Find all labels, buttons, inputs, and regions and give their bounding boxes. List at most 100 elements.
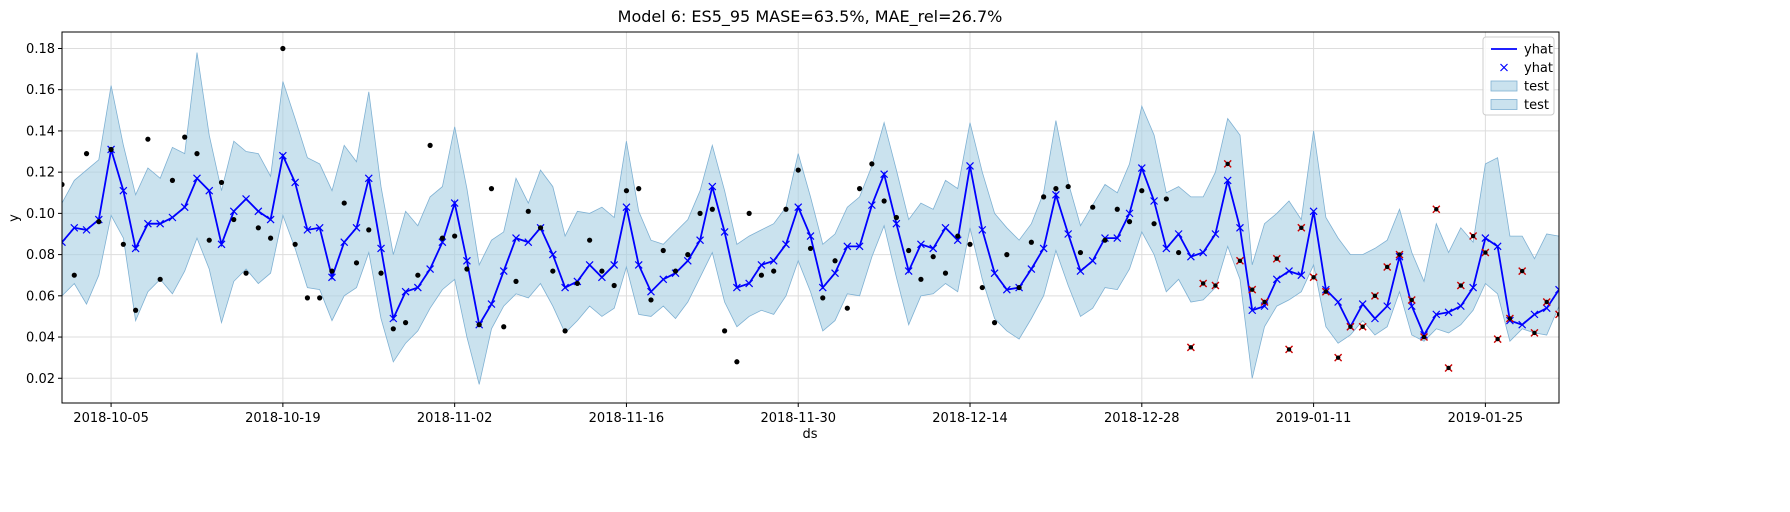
y-tick-label: 0.08 — [26, 248, 55, 263]
forecast-marker — [413, 283, 422, 292]
forecast-marker — [193, 174, 201, 183]
forecast-marker — [647, 287, 655, 296]
forecast-marker — [941, 223, 950, 232]
x-tick-label: 2018-11-30 — [760, 411, 836, 426]
forecast-marker — [1002, 285, 1011, 294]
actual-point — [1016, 284, 1022, 291]
forecast-marker — [242, 195, 250, 203]
forecast-marker — [1113, 234, 1122, 243]
forecast-marker — [1186, 252, 1195, 261]
forecast-marker — [585, 260, 594, 269]
forecast-marker — [1542, 304, 1551, 313]
test-marker — [1555, 310, 1559, 319]
forecast-marker — [1444, 308, 1453, 317]
actual-point — [967, 241, 973, 247]
forecast-marker — [806, 232, 815, 240]
test-point — [1446, 365, 1451, 371]
actual-point — [206, 237, 212, 243]
legend-band-swatch — [1490, 80, 1518, 92]
actual-point — [893, 214, 899, 221]
forecast-marker — [1334, 298, 1343, 306]
test-point — [1262, 299, 1267, 305]
actual-point — [587, 237, 593, 243]
forecast-marker — [168, 213, 177, 222]
forecast-marker — [1555, 285, 1559, 294]
forecast-marker — [1051, 190, 1060, 199]
actual-point — [120, 241, 126, 247]
forecast-marker — [1125, 209, 1134, 218]
actual-point — [881, 198, 887, 204]
actual-point — [452, 233, 458, 239]
forecast-marker — [499, 267, 508, 276]
test-point — [1311, 275, 1316, 280]
forecast-marker — [303, 225, 312, 234]
forecast-marker — [1371, 314, 1379, 323]
forecast-marker — [205, 186, 214, 195]
forecast-marker — [340, 238, 349, 247]
forecast-marker — [904, 267, 913, 276]
forecast-marker — [745, 279, 754, 288]
legend-label: test — [1524, 98, 1549, 113]
actual-point — [501, 324, 507, 330]
forecast-marker — [880, 170, 889, 179]
forecast-marker — [291, 178, 300, 187]
forecast-marker — [278, 151, 287, 160]
forecast-marker — [1137, 164, 1146, 172]
actual-point — [611, 282, 617, 289]
forecast-marker — [1076, 267, 1085, 276]
forecast-marker — [622, 203, 631, 212]
forecast-marker — [180, 203, 189, 212]
test-point — [1299, 225, 1304, 231]
forecast-marker — [315, 223, 324, 232]
forecast-marker — [696, 236, 704, 245]
actual-point — [550, 268, 556, 274]
forecast-marker — [720, 228, 729, 236]
actual-point — [599, 268, 605, 274]
forecast-marker — [708, 182, 717, 191]
test-point — [1237, 258, 1243, 263]
forecast-marker — [683, 256, 692, 265]
test-point — [1188, 345, 1194, 350]
forecast-marker — [143, 219, 152, 228]
plot-frame — [61, 31, 1560, 404]
actual-point — [979, 284, 985, 291]
y-tick-label: 0.06 — [26, 289, 55, 304]
forecast-marker — [794, 203, 803, 212]
forecast-marker — [463, 256, 471, 265]
legend: yhat yhat test test — [1482, 36, 1555, 116]
actual-point — [722, 328, 728, 334]
actual-point — [1004, 252, 1010, 258]
actual-point — [1151, 221, 1157, 227]
forecast-marker — [1285, 267, 1293, 276]
forecast-marker — [610, 260, 619, 269]
forecast-marker — [1272, 275, 1281, 284]
x-tick-label: 2018-11-02 — [417, 411, 493, 426]
forecast-marker — [597, 273, 606, 282]
forecast-marker — [266, 215, 275, 224]
actual-point — [145, 136, 151, 142]
actual-point — [869, 161, 875, 167]
actual-point — [746, 210, 752, 216]
actual-point — [918, 276, 924, 282]
forecast-marker — [119, 186, 128, 195]
forecast-marker — [1469, 283, 1478, 292]
actual-point — [182, 134, 188, 140]
actual-point — [304, 295, 311, 301]
actual-point — [464, 266, 470, 272]
forecast-marker — [1236, 223, 1244, 232]
actual-point — [402, 320, 409, 326]
forecast-marker — [401, 287, 410, 296]
test-point — [1421, 334, 1427, 340]
actual-point — [795, 167, 801, 173]
forecast-marker — [1064, 230, 1073, 238]
actual-point — [317, 295, 323, 301]
actual-point — [1102, 237, 1108, 243]
forecast-marker — [953, 236, 962, 245]
y-axis-ticks: 0.02 0.04 0.06 0.08 0.10 0.12 0.14 0.16 0.18 — [26, 42, 62, 387]
test-point — [1385, 264, 1390, 270]
y-tick-label: 0.02 — [26, 372, 55, 387]
actual-point — [292, 241, 298, 247]
forecast-marker — [1027, 265, 1036, 273]
x-tick-label: 2018-10-05 — [73, 411, 149, 426]
actual-point — [1065, 183, 1071, 190]
